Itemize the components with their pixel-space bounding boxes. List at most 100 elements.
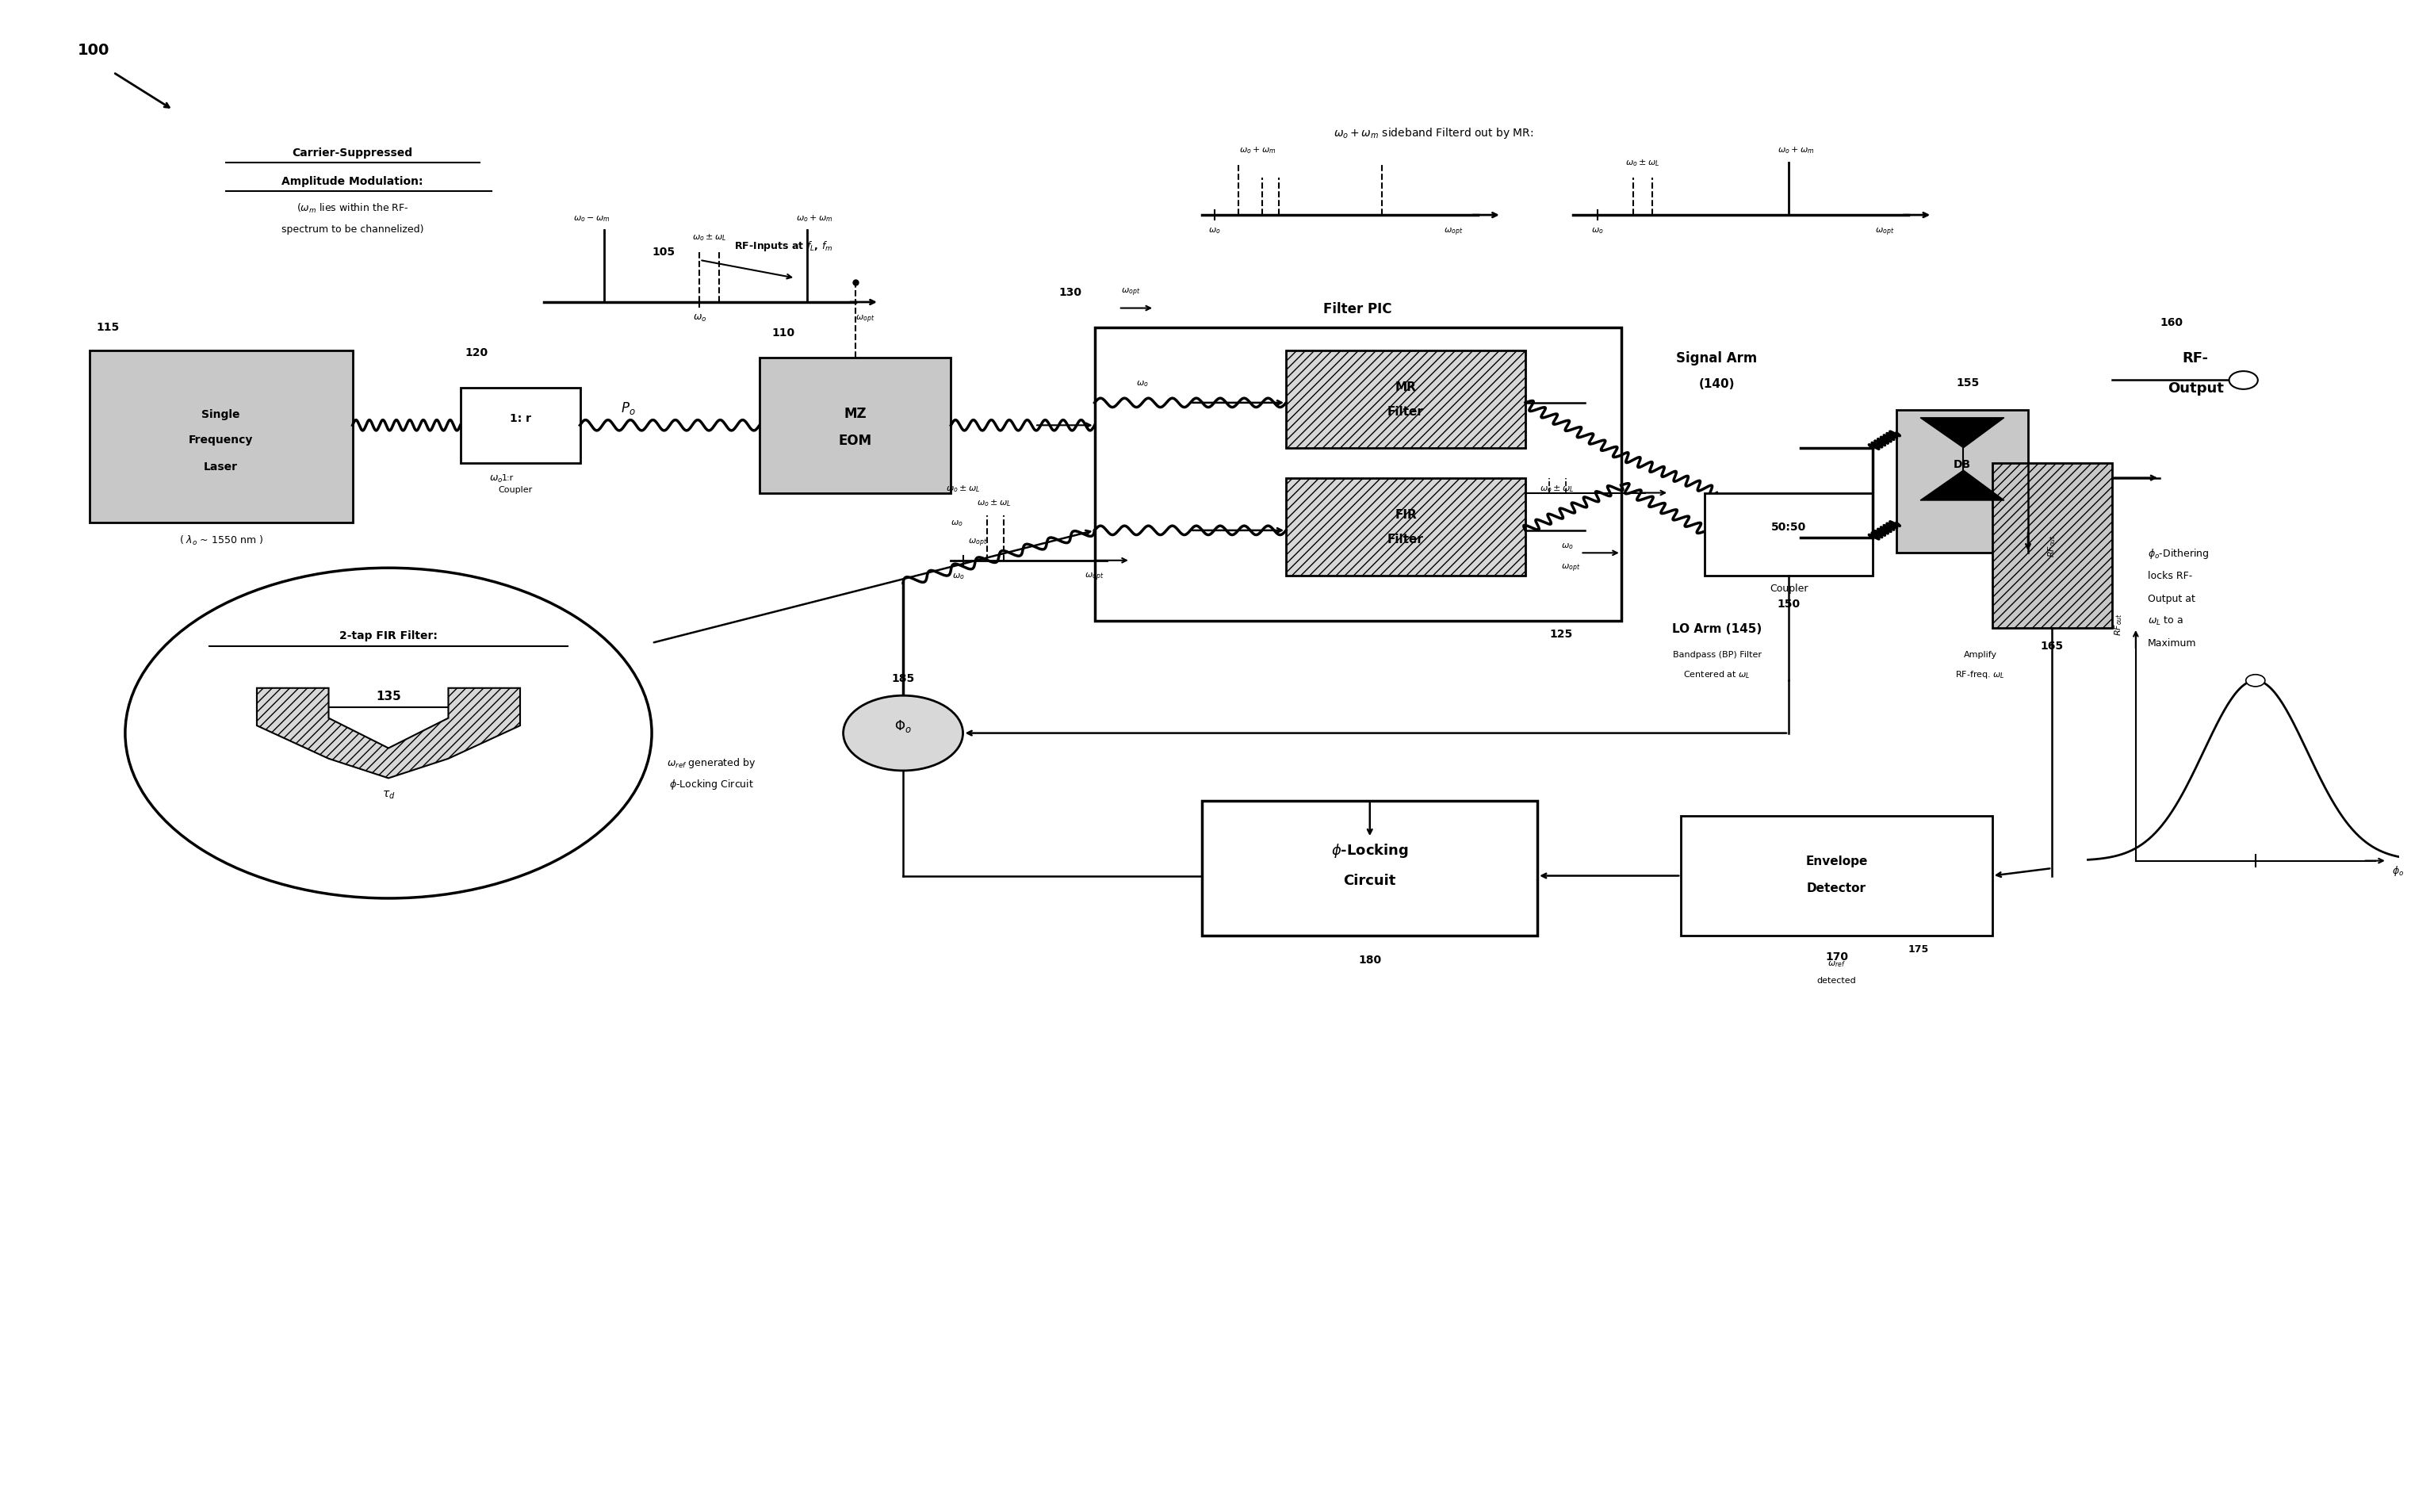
Text: Filter PIC: Filter PIC bbox=[1324, 302, 1391, 316]
Text: 100: 100 bbox=[77, 42, 108, 57]
Text: $\phi$-Locking Circuit: $\phi$-Locking Circuit bbox=[670, 777, 755, 791]
Text: detected: detected bbox=[1818, 977, 1856, 984]
Bar bbox=[1897, 411, 2028, 553]
Text: 185: 185 bbox=[892, 673, 914, 683]
Text: $\omega_o\pm\omega_L$: $\omega_o\pm\omega_L$ bbox=[1538, 484, 1574, 493]
Text: DB: DB bbox=[1953, 458, 1972, 470]
Text: RCVR: RCVR bbox=[1946, 484, 1979, 494]
Bar bbox=[1680, 816, 1991, 936]
Text: 1: r: 1: r bbox=[509, 413, 530, 423]
Text: Carrier-Suppressed: Carrier-Suppressed bbox=[292, 147, 412, 159]
Bar bbox=[1285, 351, 1526, 448]
Text: $\Phi_o$: $\Phi_o$ bbox=[894, 718, 911, 733]
Text: Amplitude Modulation:: Amplitude Modulation: bbox=[282, 175, 424, 186]
Text: RF-: RF- bbox=[2182, 351, 2208, 366]
Text: RF-Inputs at $f_L$, $f_m$: RF-Inputs at $f_L$, $f_m$ bbox=[733, 240, 832, 253]
Text: $\omega_{opt}$: $\omega_{opt}$ bbox=[967, 537, 986, 549]
Text: Maximum: Maximum bbox=[2148, 638, 2196, 649]
Text: 165: 165 bbox=[2040, 641, 2064, 652]
Text: EOM: EOM bbox=[839, 434, 873, 448]
Text: $\omega_o-\omega_m$: $\omega_o-\omega_m$ bbox=[574, 213, 610, 224]
Text: Envelope: Envelope bbox=[1806, 856, 1869, 866]
Bar bbox=[1285, 478, 1526, 576]
Text: Output at: Output at bbox=[2148, 593, 2194, 603]
Text: $\omega_{opt}$: $\omega_{opt}$ bbox=[1085, 572, 1104, 582]
Circle shape bbox=[2230, 372, 2257, 390]
Text: 175: 175 bbox=[1910, 943, 1929, 954]
Text: Detector: Detector bbox=[1806, 881, 1866, 894]
Bar bbox=[89, 351, 352, 523]
Text: (140): (140) bbox=[1700, 378, 1736, 390]
Text: 1:r: 1:r bbox=[501, 473, 514, 482]
Text: 115: 115 bbox=[96, 322, 121, 333]
Bar bbox=[1095, 328, 1620, 621]
Text: $\omega_o+\omega_m$: $\omega_o+\omega_m$ bbox=[1239, 145, 1275, 156]
Text: $\omega_o$: $\omega_o$ bbox=[1591, 227, 1603, 236]
Circle shape bbox=[125, 569, 651, 898]
Text: 155: 155 bbox=[1958, 376, 1979, 389]
Polygon shape bbox=[1919, 470, 2004, 500]
Text: 50:50: 50:50 bbox=[1772, 522, 1806, 532]
Text: $\omega_o\pm\omega_L$: $\omega_o\pm\omega_L$ bbox=[692, 233, 726, 242]
Circle shape bbox=[2247, 674, 2264, 686]
Text: 105: 105 bbox=[651, 246, 675, 257]
Text: $\omega_{ref}$ generated by: $\omega_{ref}$ generated by bbox=[668, 756, 757, 770]
Text: 2-tap FIR Filter:: 2-tap FIR Filter: bbox=[340, 631, 436, 641]
Text: Centered at $\omega_L$: Centered at $\omega_L$ bbox=[1683, 668, 1750, 680]
Text: $\omega_o\pm\omega_L$: $\omega_o\pm\omega_L$ bbox=[945, 484, 979, 493]
Text: MZ: MZ bbox=[844, 407, 866, 420]
Polygon shape bbox=[258, 688, 521, 779]
Text: LO Arm (145): LO Arm (145) bbox=[1671, 623, 1762, 635]
Text: $RF_{out}$: $RF_{out}$ bbox=[2112, 612, 2124, 635]
Text: $\omega_o$: $\omega_o$ bbox=[1136, 380, 1148, 389]
Text: $\phi_o$: $\phi_o$ bbox=[2392, 863, 2404, 877]
Text: $\omega_{opt}$: $\omega_{opt}$ bbox=[1876, 227, 1895, 237]
Text: $\phi_o$-Dithering: $\phi_o$-Dithering bbox=[2148, 547, 2208, 559]
Bar bbox=[461, 389, 581, 463]
Bar bbox=[1203, 801, 1538, 936]
Circle shape bbox=[844, 696, 962, 771]
Text: 135: 135 bbox=[376, 689, 400, 702]
Text: $\phi$-Locking: $\phi$-Locking bbox=[1331, 842, 1408, 859]
Text: Single: Single bbox=[203, 408, 241, 420]
Text: $\omega_{opt}$: $\omega_{opt}$ bbox=[1121, 287, 1140, 298]
Text: 110: 110 bbox=[772, 328, 796, 339]
Text: $\omega_o$: $\omega_o$ bbox=[1562, 541, 1574, 550]
Text: Signal Arm: Signal Arm bbox=[1676, 351, 1758, 366]
Text: $\omega_o\pm\omega_L$: $\omega_o\pm\omega_L$ bbox=[1625, 157, 1659, 168]
Text: $\omega_o$: $\omega_o$ bbox=[489, 473, 504, 484]
Text: Filter: Filter bbox=[1389, 534, 1425, 544]
Text: 130: 130 bbox=[1058, 287, 1083, 298]
Text: 160: 160 bbox=[2160, 318, 2182, 328]
Text: $\omega_{opt}$: $\omega_{opt}$ bbox=[1444, 227, 1463, 237]
Text: 120: 120 bbox=[465, 348, 487, 358]
Text: 125: 125 bbox=[1550, 629, 1572, 640]
Text: $\omega_{opt}$: $\omega_{opt}$ bbox=[856, 313, 875, 325]
Text: FIR: FIR bbox=[1394, 510, 1418, 522]
Text: Output: Output bbox=[2167, 381, 2223, 396]
Text: Amplify: Amplify bbox=[1963, 652, 1996, 659]
Text: Coupler: Coupler bbox=[1770, 584, 1808, 594]
Text: Filter: Filter bbox=[1389, 405, 1425, 417]
Text: $\omega_{ref}$: $\omega_{ref}$ bbox=[1828, 959, 1847, 968]
Text: Coupler: Coupler bbox=[499, 485, 533, 494]
Text: Frequency: Frequency bbox=[188, 434, 253, 446]
Text: $P_o$: $P_o$ bbox=[620, 399, 634, 416]
Text: spectrum to be channelized): spectrum to be channelized) bbox=[282, 224, 424, 234]
Text: 150: 150 bbox=[1777, 599, 1801, 609]
Text: $\omega_o$: $\omega_o$ bbox=[692, 313, 706, 324]
Text: 180: 180 bbox=[1357, 954, 1382, 965]
Text: $\omega_o$: $\omega_o$ bbox=[1208, 227, 1220, 236]
Text: ($\omega_m$ lies within the RF-: ($\omega_m$ lies within the RF- bbox=[297, 201, 407, 215]
Text: $RF_{out}$: $RF_{out}$ bbox=[2047, 534, 2057, 558]
Bar bbox=[759, 358, 950, 493]
Text: $\omega_o+\omega_m$: $\omega_o+\omega_m$ bbox=[1777, 145, 1813, 156]
Text: $\omega_o+\omega_m$: $\omega_o+\omega_m$ bbox=[796, 213, 832, 224]
Text: 170: 170 bbox=[1825, 951, 1849, 962]
Text: Circuit: Circuit bbox=[1343, 874, 1396, 888]
Text: $\omega_o+\omega_m$ sideband Filterd out by MR:: $\omega_o+\omega_m$ sideband Filterd out… bbox=[1333, 125, 1533, 141]
Bar bbox=[1705, 493, 1873, 576]
Text: Bandpass (BP) Filter: Bandpass (BP) Filter bbox=[1673, 652, 1762, 659]
Text: $\omega_o$: $\omega_o$ bbox=[950, 519, 964, 528]
Text: locks RF-: locks RF- bbox=[2148, 570, 2192, 581]
